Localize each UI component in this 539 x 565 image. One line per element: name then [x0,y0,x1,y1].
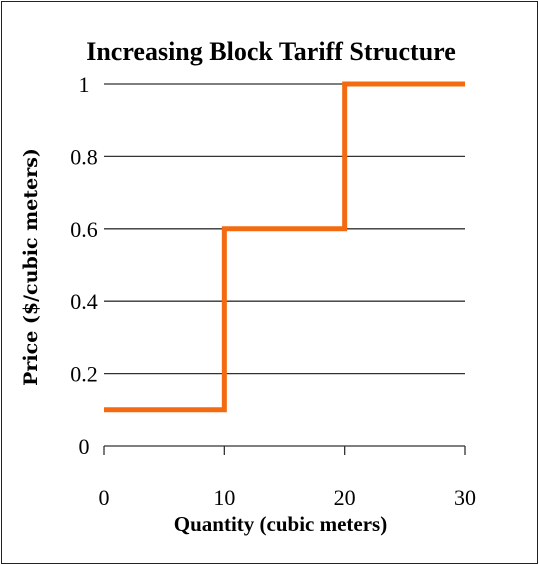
y-tick-labels: 0 0.2 0.4 0.6 0.8 1 [70,72,98,459]
y-tick-label: 0.8 [70,144,98,169]
chart-title: Increasing Block Tariff Structure [86,37,456,66]
y-tick-label: 0.6 [70,217,98,242]
y-tick-label: 0.4 [70,289,98,314]
y-tick-label: 0.2 [70,362,98,387]
y-tick-label: 1 [79,72,90,97]
x-tick-label: 20 [334,485,356,510]
x-tick-label: 10 [213,485,235,510]
x-tick-labels: 0 10 20 30 [99,446,476,510]
x-tick-label: 0 [99,485,110,510]
step-series-line [104,81,465,413]
series-group [104,81,465,413]
x-axis-label: Quantity (cubic meters) [174,512,387,536]
x-tick-label: 30 [454,485,476,510]
y-axis-label: Price ($/cubic meters) [20,148,42,386]
y-tick-label: 0 [79,434,90,459]
